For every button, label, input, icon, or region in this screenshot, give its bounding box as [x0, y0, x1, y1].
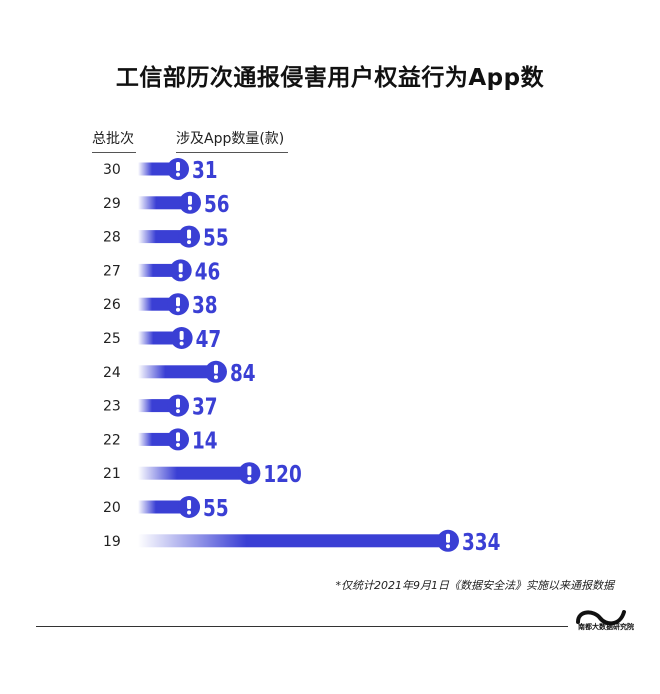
- exclamation-icon-dot: [187, 240, 192, 245]
- category-label: 28: [103, 230, 121, 246]
- category-label: 20: [103, 500, 121, 516]
- category-label: 27: [103, 263, 121, 279]
- exclamation-icon-stem: [176, 432, 180, 442]
- bar: [138, 230, 190, 244]
- exclamation-icon-stem: [176, 297, 180, 307]
- bar: [138, 263, 181, 277]
- exclamation-icon-dot: [187, 206, 192, 211]
- exclamation-icon-stem: [213, 364, 218, 374]
- bar: [138, 500, 190, 514]
- bars-group: 30 31 29 56 28 55 27 46 26 38 25 47 24 84 23 37 22 14 21 12…: [103, 157, 500, 555]
- bar: [138, 196, 190, 210]
- exclamation-icon-dot: [213, 375, 218, 380]
- footer-divider: [36, 626, 568, 627]
- value-label: 38: [192, 292, 218, 319]
- exclamation-icon-dot: [446, 544, 450, 549]
- exclamation-icon-stem: [187, 229, 192, 239]
- category-label: 30: [103, 162, 121, 178]
- exclamation-icon-dot: [176, 307, 180, 312]
- exclamation-icon-dot: [187, 510, 192, 515]
- value-label: 56: [204, 191, 230, 218]
- value-label: 120: [263, 461, 301, 488]
- bar: [138, 466, 250, 480]
- value-label: 31: [192, 157, 218, 184]
- bar: [138, 365, 216, 379]
- exclamation-icon-stem: [187, 195, 192, 205]
- exclamation-icon-dot: [176, 409, 180, 414]
- batch-column-header: 总批次: [92, 128, 136, 153]
- chart-title: 工信部历次通报侵害用户权益行为App数: [115, 65, 545, 91]
- category-label: 26: [103, 297, 121, 313]
- exclamation-icon-dot: [176, 442, 180, 447]
- value-label: 55: [203, 225, 229, 252]
- value-label: 37: [192, 394, 218, 421]
- exclamation-icon-stem: [179, 331, 184, 340]
- exclamation-icon-dot: [178, 273, 183, 278]
- category-label: 21: [103, 466, 121, 482]
- bar: [138, 331, 182, 345]
- value-label: 47: [196, 326, 222, 353]
- value-label: 55: [203, 495, 229, 522]
- value-label: 334: [462, 529, 500, 556]
- value-label: 46: [195, 258, 221, 285]
- exclamation-icon-dot: [179, 341, 184, 346]
- category-label: 19: [103, 534, 121, 550]
- category-label: 24: [103, 365, 121, 381]
- brand-logo-icon: [576, 610, 626, 626]
- exclamation-icon-stem: [446, 533, 450, 543]
- brand-name: 南都大数据研究院: [578, 623, 634, 631]
- exclamation-icon-stem: [176, 162, 180, 171]
- footnote: *仅统计2021年9月1日《数据安全法》实施以来通报数据: [335, 579, 615, 592]
- category-label: 29: [103, 196, 121, 212]
- category-label: 23: [103, 399, 121, 415]
- count-column-header: 涉及App数量(款): [176, 128, 288, 153]
- exclamation-icon-stem: [187, 500, 192, 509]
- exclamation-icon-stem: [247, 466, 252, 476]
- category-label: 22: [103, 432, 121, 448]
- bar: [138, 534, 448, 548]
- category-label: 25: [103, 331, 121, 347]
- exclamation-icon-stem: [178, 263, 183, 273]
- exclamation-icon-dot: [247, 476, 252, 481]
- value-label: 84: [230, 360, 256, 387]
- exclamation-icon-dot: [176, 172, 180, 177]
- exclamation-icon-stem: [176, 398, 180, 408]
- value-label: 14: [192, 427, 218, 454]
